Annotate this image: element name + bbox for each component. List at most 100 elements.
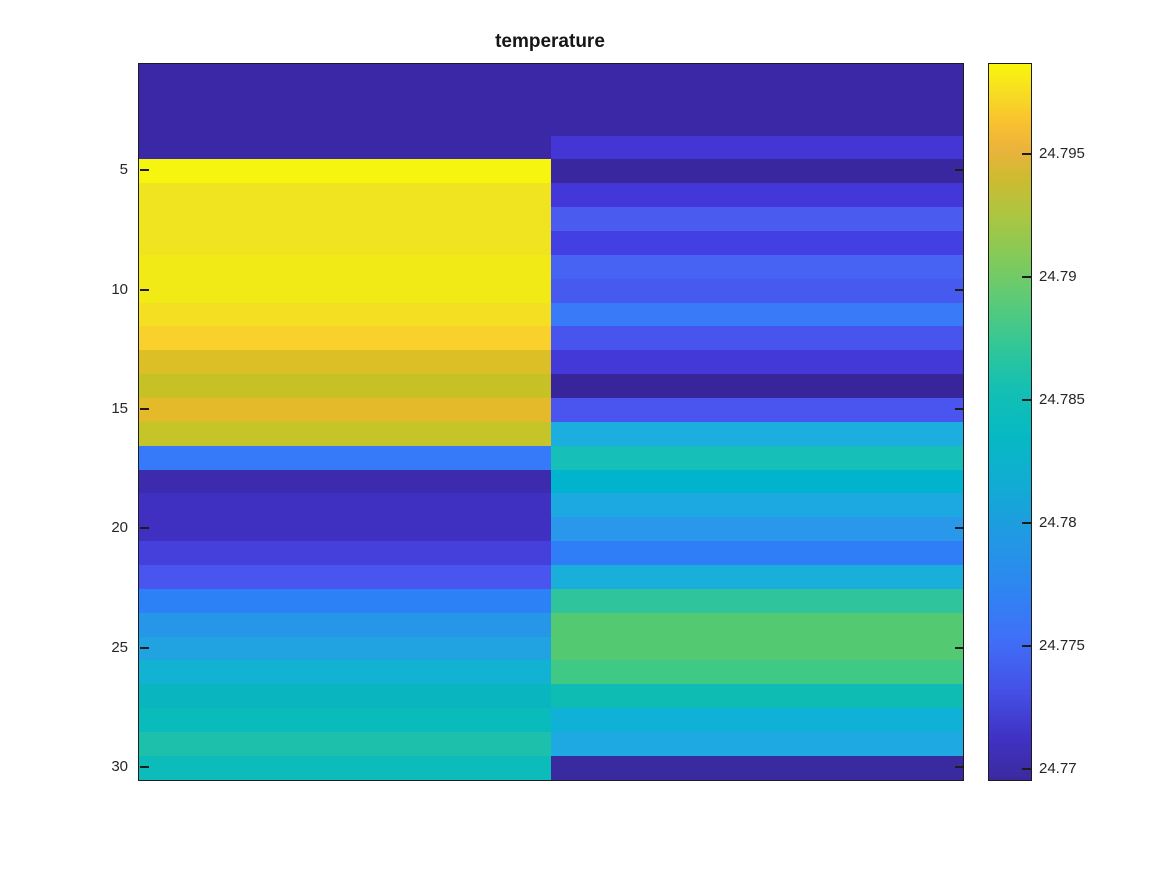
- heatmap-row: [139, 278, 963, 303]
- heatmap-cell: [551, 493, 963, 518]
- heatmap-row: [139, 135, 963, 160]
- colorbar-tick-mark: [1021, 399, 1032, 402]
- colorbar-tick-mark: [1021, 153, 1032, 156]
- axis-tick-mark: [954, 766, 964, 769]
- y-tick-label: 15: [111, 400, 128, 418]
- colorbar-tick-mark: [1021, 276, 1032, 279]
- heatmap-cell: [139, 207, 551, 232]
- heatmap-row: [139, 636, 963, 661]
- axis-tick-mark: [139, 527, 149, 530]
- heatmap-row: [139, 469, 963, 494]
- heatmap-cell: [139, 159, 551, 184]
- heatmap-cell: [551, 565, 963, 589]
- colorbar-tick-label: 24.785: [1039, 391, 1085, 409]
- heatmap-cell: [551, 135, 963, 160]
- heatmap-row: [139, 111, 963, 136]
- chart-title: temperature: [495, 31, 605, 52]
- heatmap-row: [139, 708, 963, 733]
- heatmap-cell: [139, 111, 551, 136]
- heatmap-row: [139, 183, 963, 208]
- axis-tick-mark: [954, 169, 964, 172]
- y-tick-label: 5: [119, 161, 128, 179]
- heatmap-cell: [139, 135, 551, 160]
- heatmap-row: [139, 684, 963, 709]
- heatmap-cell: [551, 541, 963, 566]
- heatmap-row: [139, 87, 963, 112]
- y-tick-label: 20: [111, 519, 128, 537]
- axis-tick-mark: [139, 288, 149, 291]
- heatmap-row: [139, 64, 963, 88]
- heatmap-cell: [139, 231, 551, 255]
- heatmap-cell: [551, 660, 963, 685]
- heatmap-row: [139, 755, 963, 780]
- heatmap-cell: [139, 64, 551, 88]
- heatmap-cell: [551, 588, 963, 613]
- colorbar-tick-label: 24.79: [1039, 268, 1077, 286]
- heatmap-cell: [139, 684, 551, 709]
- y-tick-label: 25: [111, 638, 128, 656]
- axis-tick-mark: [139, 169, 149, 172]
- axis-tick-mark: [954, 646, 964, 649]
- heatmap-row: [139, 350, 963, 375]
- heatmap-cell: [139, 278, 551, 303]
- heatmap-cell: [139, 398, 551, 422]
- axis-tick-mark: [139, 646, 149, 649]
- heatmap-cell: [551, 302, 963, 327]
- heatmap-cell: [551, 374, 963, 399]
- heatmap-cell: [139, 732, 551, 756]
- heatmap-cell: [139, 302, 551, 327]
- colorbar-tick-label: 24.78: [1039, 514, 1077, 532]
- heatmap-cell: [551, 111, 963, 136]
- heatmap-cell: [551, 398, 963, 422]
- heatmap-cell: [551, 732, 963, 756]
- heatmap-cell: [551, 183, 963, 208]
- heatmap-cell: [139, 87, 551, 112]
- colorbar-tick-label: 24.77: [1039, 760, 1077, 778]
- heatmap-cell: [139, 708, 551, 733]
- heatmap-cell: [551, 684, 963, 709]
- heatmap-plot: [138, 63, 964, 781]
- heatmap-cell: [551, 350, 963, 375]
- y-tick-label: 30: [111, 758, 128, 776]
- heatmap-row: [139, 326, 963, 351]
- heatmap-row: [139, 398, 963, 422]
- heatmap-row: [139, 445, 963, 470]
- heatmap-row: [139, 565, 963, 589]
- heatmap-cell: [139, 755, 551, 780]
- heatmap-cell: [551, 469, 963, 494]
- heatmap-cell: [551, 87, 963, 112]
- heatmap-cell: [551, 278, 963, 303]
- heatmap-cell: [551, 254, 963, 279]
- heatmap-row: [139, 302, 963, 327]
- colorbar-tick-mark: [1021, 768, 1032, 771]
- heatmap-cell: [139, 588, 551, 613]
- colorbar: [988, 63, 1032, 781]
- heatmap-cell: [551, 231, 963, 255]
- colorbar-tick-mark: [1021, 522, 1032, 525]
- heatmap-cell: [139, 541, 551, 566]
- heatmap-cell: [139, 183, 551, 208]
- heatmap-cell: [551, 636, 963, 661]
- heatmap-cell: [139, 517, 551, 542]
- heatmap-cell: [551, 207, 963, 232]
- heatmap-cell: [551, 517, 963, 542]
- heatmap-row: [139, 207, 963, 232]
- heatmap-row: [139, 493, 963, 518]
- heatmap-cell: [551, 755, 963, 780]
- y-tick-label: 10: [111, 280, 128, 298]
- heatmap-row: [139, 517, 963, 542]
- colorbar-tick-mark: [1021, 645, 1032, 648]
- axis-tick-mark: [139, 766, 149, 769]
- heatmap-cell: [139, 612, 551, 637]
- heatmap-cell: [139, 374, 551, 399]
- heatmap-cell: [551, 159, 963, 184]
- heatmap-cell: [551, 64, 963, 88]
- heatmap-cell: [139, 660, 551, 685]
- axis-tick-mark: [954, 288, 964, 291]
- heatmap-cell: [551, 326, 963, 351]
- heatmap-cell: [139, 350, 551, 375]
- heatmap-cell: [139, 421, 551, 446]
- axis-tick-mark: [954, 408, 964, 411]
- heatmap-cell: [139, 469, 551, 494]
